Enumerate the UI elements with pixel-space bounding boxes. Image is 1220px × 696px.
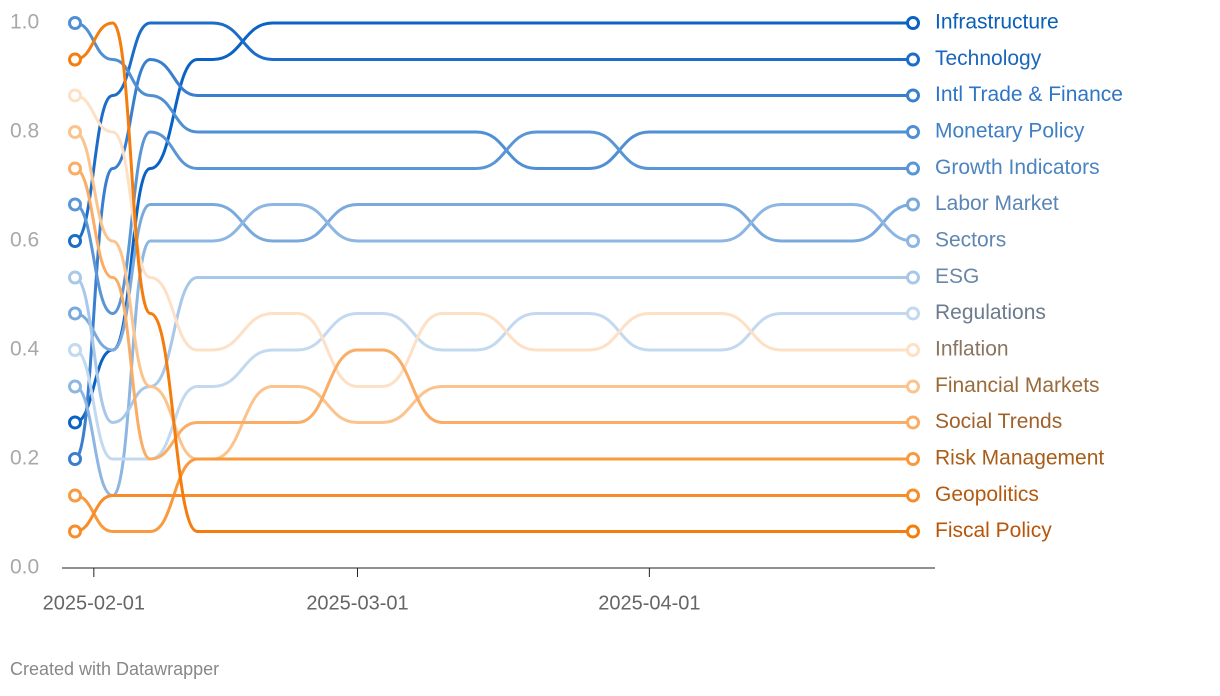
series-line bbox=[74, 21, 913, 243]
end-dot bbox=[906, 234, 920, 248]
series-label: Geopolitics bbox=[935, 483, 1039, 506]
end-dot bbox=[68, 379, 82, 394]
end-dot bbox=[68, 161, 82, 176]
end-dot bbox=[906, 379, 920, 394]
x-tick-label: 2025-03-01 bbox=[306, 592, 408, 614]
series-label: Infrastructure bbox=[935, 11, 1059, 34]
end-dot bbox=[68, 270, 82, 285]
end-dot bbox=[906, 415, 920, 430]
series-label: Labor Market bbox=[935, 192, 1059, 215]
series-label: Fiscal Policy bbox=[935, 519, 1052, 542]
series-label: Financial Markets bbox=[935, 374, 1100, 397]
footer: Created with Datawrapper bbox=[10, 659, 219, 679]
series-label: Intl Trade & Finance bbox=[935, 83, 1123, 106]
y-tick-label: 0.2 bbox=[10, 447, 39, 470]
series-label: Risk Management bbox=[935, 447, 1104, 470]
end-dot bbox=[68, 488, 82, 503]
x-tick-label: 2025-04-01 bbox=[598, 592, 700, 614]
series-line bbox=[74, 311, 913, 461]
y-tick-label: 1.0 bbox=[10, 11, 39, 34]
end-dot bbox=[906, 524, 920, 539]
end-dot bbox=[906, 452, 920, 466]
y-tick-label: 0.0 bbox=[10, 556, 39, 579]
end-dot bbox=[906, 343, 920, 357]
end-dot bbox=[906, 161, 920, 176]
end-dot bbox=[68, 524, 82, 539]
series-label: ESG bbox=[935, 265, 979, 288]
series-label: Technology bbox=[935, 47, 1042, 70]
series-line bbox=[73, 58, 913, 461]
end-dot bbox=[68, 52, 82, 67]
end-dot bbox=[68, 234, 82, 248]
end-dot bbox=[906, 488, 920, 503]
series-line bbox=[74, 21, 913, 171]
series-label: Inflation bbox=[935, 338, 1009, 361]
end-dot bbox=[906, 197, 920, 212]
series-line bbox=[74, 202, 914, 498]
end-dot bbox=[68, 125, 82, 139]
end-dot bbox=[68, 306, 82, 321]
series-label: Regulations bbox=[935, 301, 1046, 324]
end-dot bbox=[68, 343, 82, 357]
series-line bbox=[74, 202, 914, 352]
end-dot bbox=[906, 52, 920, 67]
series-line bbox=[74, 167, 913, 461]
end-dot bbox=[68, 88, 82, 103]
series-line bbox=[74, 494, 913, 533]
y-tick-label: 0.6 bbox=[10, 229, 39, 252]
series-line bbox=[74, 21, 913, 533]
y-tick-label: 0.4 bbox=[10, 338, 40, 361]
series-line bbox=[74, 130, 913, 461]
end-dot bbox=[68, 452, 82, 466]
end-dot bbox=[906, 125, 920, 139]
end-dot bbox=[906, 306, 920, 321]
end-dot bbox=[68, 16, 82, 30]
x-tick-label: 2025-02-01 bbox=[43, 592, 145, 614]
series-label: Sectors bbox=[935, 229, 1006, 252]
series-label: Social Trends bbox=[935, 410, 1062, 433]
end-dot bbox=[68, 415, 82, 430]
end-dot bbox=[906, 88, 920, 103]
end-dot bbox=[906, 16, 920, 30]
end-dot bbox=[906, 270, 920, 285]
series-line bbox=[74, 130, 913, 315]
y-tick-label: 0.8 bbox=[10, 120, 39, 143]
end-dot bbox=[68, 197, 82, 212]
series-line bbox=[74, 276, 913, 424]
series-label: Monetary Policy bbox=[935, 120, 1085, 143]
series-label: Growth Indicators bbox=[935, 156, 1100, 179]
series-line bbox=[74, 457, 913, 533]
series-line bbox=[74, 21, 913, 424]
